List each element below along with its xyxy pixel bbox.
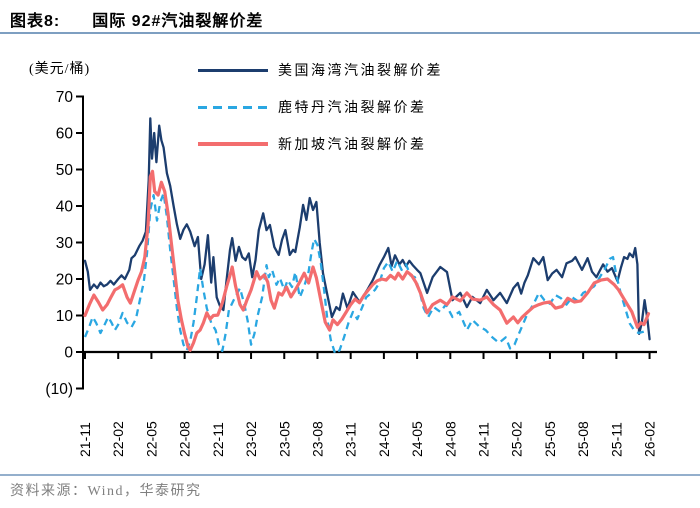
- legend-label-rotterdam: 鹿特丹汽油裂解价差: [278, 101, 427, 116]
- svg-text:(10): (10): [45, 381, 73, 398]
- svg-text:50: 50: [56, 162, 74, 179]
- svg-text:0: 0: [64, 345, 73, 362]
- svg-text:22-08: 22-08: [177, 421, 193, 457]
- figure-number: 图表8:: [10, 13, 61, 30]
- svg-text:24-05: 24-05: [409, 421, 425, 457]
- svg-text:23-02: 23-02: [243, 421, 259, 457]
- legend-item-us-gulf: 美国海湾汽油裂解价差: [198, 59, 443, 81]
- legend-line-sample-sky-dashed: [198, 105, 268, 109]
- figure-title-text: 国际 92#汽油裂解价差: [92, 13, 264, 30]
- svg-text:24-11: 24-11: [476, 422, 492, 457]
- svg-text:20: 20: [56, 272, 74, 289]
- svg-text:10: 10: [56, 308, 74, 325]
- legend-label-us-gulf: 美国海湾汽油裂解价差: [278, 64, 443, 79]
- svg-text:22-11: 22-11: [210, 422, 226, 457]
- svg-text:26-02: 26-02: [642, 421, 658, 457]
- svg-text:60: 60: [56, 126, 74, 143]
- svg-text:22-05: 22-05: [143, 421, 159, 457]
- legend-item-rotterdam: 鹿特丹汽油裂解价差: [198, 96, 443, 118]
- svg-text:25-05: 25-05: [542, 421, 558, 457]
- svg-text:23-05: 23-05: [276, 421, 292, 457]
- legend-line-sample-red: [198, 142, 268, 146]
- svg-text:24-02: 24-02: [376, 421, 392, 457]
- svg-text:23-11: 23-11: [343, 422, 359, 457]
- legend-label-singapore: 新加坡汽油裂解价差: [278, 138, 427, 153]
- svg-text:30: 30: [56, 235, 74, 252]
- svg-text:70: 70: [56, 89, 74, 106]
- legend: 美国海湾汽油裂解价差 鹿特丹汽油裂解价差 新加坡汽油裂解价差: [198, 59, 443, 170]
- title-divider-line: [0, 32, 700, 34]
- y-axis-unit-label: (美元/桶): [29, 62, 91, 77]
- source-note: 资料来源：Wind，华泰研究: [10, 484, 202, 499]
- figure-title: 图表8: 国际 92#汽油裂解价差: [10, 7, 263, 31]
- svg-text:40: 40: [56, 199, 74, 216]
- footer-divider-line: [0, 474, 700, 476]
- legend-item-singapore: 新加坡汽油裂解价差: [198, 133, 443, 155]
- legend-line-sample-navy: [198, 68, 268, 72]
- svg-text:25-11: 25-11: [608, 422, 624, 457]
- svg-text:25-08: 25-08: [575, 421, 591, 457]
- svg-text:21-11: 21-11: [77, 422, 93, 457]
- svg-text:25-02: 25-02: [509, 421, 525, 457]
- svg-text:23-08: 23-08: [309, 421, 325, 457]
- svg-text:24-08: 24-08: [442, 421, 458, 457]
- svg-text:22-02: 22-02: [110, 421, 126, 457]
